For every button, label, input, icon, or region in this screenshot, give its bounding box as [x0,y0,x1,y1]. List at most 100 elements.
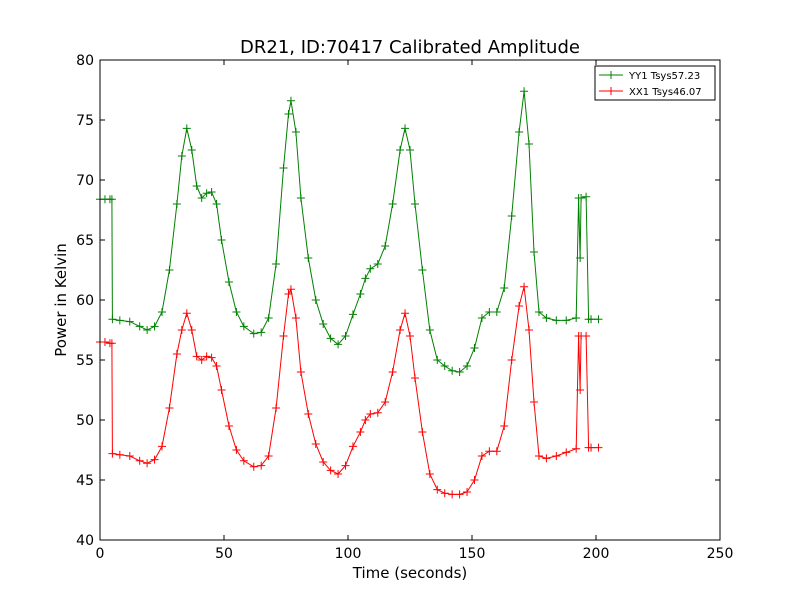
legend-label: YY1 Tsys57.23 [628,71,700,82]
data-point-marker [249,329,258,338]
data-point-marker [356,428,365,436]
data-point-marker [212,200,221,208]
data-point-marker [410,374,419,382]
legend-frame [594,65,716,101]
data-point-marker [341,332,350,340]
y-axis-label: Power in Kelvin [52,243,70,357]
data-point-marker [239,456,248,465]
data-point-marker [576,254,585,262]
data-point-marker [182,309,191,318]
data-point-marker [418,428,427,436]
data-point-marker [492,447,501,456]
data-point-marker [150,455,159,464]
x-tick-label: 150 [459,546,486,562]
y-tick-label: 55 [76,353,94,369]
data-point-marker [440,362,449,370]
data-point-marker [304,254,313,262]
data-point-marker [115,316,124,325]
legend-marker [607,87,615,95]
data-point-marker [492,308,501,316]
plot-area: 0 50 100 150 200 250 40 45 50 55 60 65 70 75 80 [76,53,733,562]
data-point-marker [361,274,370,283]
data-point-marker [107,195,116,204]
data-point-marker [291,128,300,136]
data-point-marker [485,447,494,456]
data-point-marker [401,124,410,133]
data-point-marker [197,194,206,202]
legend-marker [607,71,615,79]
data-point-marker [135,456,144,465]
data-point-marker [125,452,134,460]
series-0 [96,87,603,376]
data-point-marker [135,322,144,331]
data-point-marker [433,485,442,494]
data-point-marker [425,326,434,334]
plot-background [100,60,720,540]
series-line [100,91,599,373]
x-tick-label: 100 [335,546,362,562]
data-point-marker [525,326,534,334]
data-point-marker [264,452,273,460]
data-point-marker [348,442,357,451]
data-point-marker [530,248,538,256]
data-point-marker [455,490,464,499]
data-point-marker [284,110,293,118]
data-point-marker [577,194,586,202]
data-point-marker [115,450,124,459]
data-point-marker [239,322,248,331]
data-point-marker [286,285,295,294]
data-point-marker [326,334,335,343]
data-point-marker [582,192,591,201]
data-point-marker [207,188,216,196]
data-point-marker [108,449,117,458]
data-point-marker [587,443,596,452]
y-tick-label: 75 [76,113,94,129]
data-point-marker [361,416,370,424]
data-point-marker [373,408,382,417]
data-point-marker [311,296,320,304]
data-point-marker [410,200,419,208]
data-point-marker [279,332,288,340]
data-point-marker [381,242,390,250]
data-point-marker [192,352,201,361]
data-point-marker [470,476,479,484]
data-point-marker [515,302,524,310]
data-point-marker [165,266,174,274]
data-point-marker [257,328,266,337]
data-point-marker [534,308,543,316]
data-point-marker [587,315,596,324]
data-point-marker [224,422,233,430]
data-point-marker [296,368,305,376]
legend: YY1 Tsys57.23 XX1 Tsys46.07 [594,65,716,101]
data-point-marker [217,386,226,394]
data-point-marker [455,368,464,376]
data-point-marker [311,440,320,448]
y-tick-label: 70 [76,173,94,189]
data-point-marker [217,236,226,244]
data-point-marker [520,282,529,291]
data-point-marker [207,353,216,362]
data-point-marker [348,310,357,319]
data-point-marker [224,278,233,286]
data-point-marker [197,356,206,364]
data-point-marker [326,466,335,475]
data-point-marker [520,87,529,96]
data-point-marker [165,404,174,412]
data-point-marker [291,314,300,322]
data-point-marker [470,344,479,352]
data-point-marker [366,264,375,273]
data-point-marker [396,146,405,154]
data-point-marker [107,339,116,348]
data-point-marker [594,443,603,452]
data-point-marker [192,182,201,190]
data-point-marker [463,362,472,370]
y-tick-label: 60 [76,293,94,309]
data-point-marker [507,212,516,220]
data-point-marker [108,315,117,324]
data-point-marker [406,146,414,154]
data-point-marker [172,200,181,208]
data-point-marker [232,446,241,454]
data-point-marker [572,444,581,453]
data-point-marker [515,128,524,136]
